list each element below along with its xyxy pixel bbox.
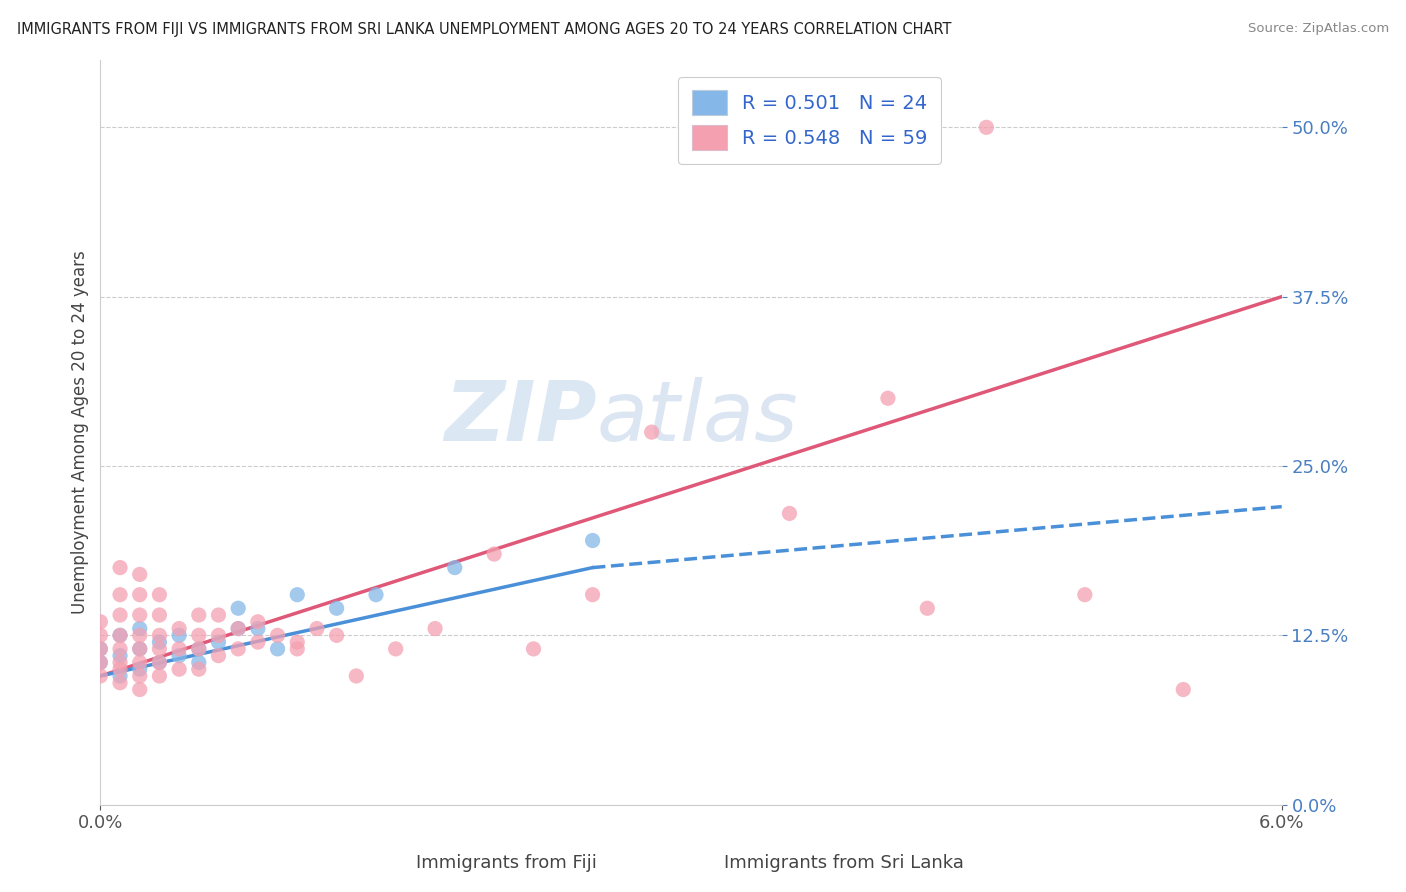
Point <box>917 601 939 615</box>
Point <box>128 641 150 656</box>
Text: Source: ZipAtlas.com: Source: ZipAtlas.com <box>1249 22 1389 36</box>
Point <box>581 533 603 548</box>
Point <box>148 635 170 649</box>
Point <box>325 628 347 642</box>
Point <box>581 588 603 602</box>
Point <box>148 669 170 683</box>
Point <box>128 567 150 582</box>
Point <box>266 641 288 656</box>
Point <box>108 675 131 690</box>
Point <box>108 560 131 574</box>
Point <box>167 622 190 636</box>
Point <box>128 622 150 636</box>
Text: ZIP: ZIP <box>444 376 596 458</box>
Point <box>128 669 150 683</box>
Point <box>148 641 170 656</box>
Point <box>779 507 801 521</box>
Point <box>246 615 269 629</box>
Point <box>226 601 249 615</box>
Point <box>226 622 249 636</box>
Point <box>148 607 170 622</box>
Point <box>1173 682 1195 697</box>
Y-axis label: Unemployment Among Ages 20 to 24 years: Unemployment Among Ages 20 to 24 years <box>72 251 89 614</box>
Point <box>207 628 229 642</box>
Point <box>364 588 387 602</box>
Point <box>167 641 190 656</box>
Point <box>108 628 131 642</box>
Point <box>187 641 209 656</box>
Point <box>148 656 170 670</box>
Point <box>305 622 328 636</box>
Point <box>285 641 308 656</box>
Point <box>423 622 446 636</box>
Point <box>128 588 150 602</box>
Point <box>128 656 150 670</box>
Text: IMMIGRANTS FROM FIJI VS IMMIGRANTS FROM SRI LANKA UNEMPLOYMENT AMONG AGES 20 TO : IMMIGRANTS FROM FIJI VS IMMIGRANTS FROM … <box>17 22 952 37</box>
Text: Immigrants from Fiji: Immigrants from Fiji <box>416 855 596 872</box>
Point <box>108 669 131 683</box>
Point <box>167 648 190 663</box>
Point <box>207 635 229 649</box>
Point <box>246 622 269 636</box>
Point <box>384 641 406 656</box>
Point <box>522 641 544 656</box>
Point <box>108 607 131 622</box>
Point <box>187 656 209 670</box>
Point <box>89 628 111 642</box>
Point <box>108 628 131 642</box>
Point <box>482 547 505 561</box>
Point <box>167 662 190 676</box>
Point <box>89 641 111 656</box>
Point <box>246 635 269 649</box>
Point <box>128 628 150 642</box>
Point <box>207 607 229 622</box>
Point <box>108 662 131 676</box>
Point <box>226 641 249 656</box>
Point <box>877 391 900 405</box>
Point <box>89 615 111 629</box>
Point <box>187 641 209 656</box>
Point <box>167 628 190 642</box>
Point <box>187 628 209 642</box>
Point <box>89 656 111 670</box>
Point <box>89 656 111 670</box>
Point <box>108 656 131 670</box>
Point <box>128 641 150 656</box>
Point <box>1074 588 1097 602</box>
Legend: R = 0.501   N = 24, R = 0.548   N = 59: R = 0.501 N = 24, R = 0.548 N = 59 <box>678 77 941 164</box>
Point <box>108 641 131 656</box>
Point <box>148 656 170 670</box>
Point <box>128 607 150 622</box>
Point <box>128 662 150 676</box>
Point <box>148 628 170 642</box>
Text: atlas: atlas <box>596 376 799 458</box>
Point <box>325 601 347 615</box>
Point <box>285 635 308 649</box>
Point <box>108 648 131 663</box>
Point <box>226 622 249 636</box>
Point <box>344 669 367 683</box>
Point <box>285 588 308 602</box>
Point <box>443 560 465 574</box>
Point <box>108 588 131 602</box>
Point <box>89 641 111 656</box>
Text: Immigrants from Sri Lanka: Immigrants from Sri Lanka <box>724 855 963 872</box>
Point <box>128 682 150 697</box>
Point <box>148 588 170 602</box>
Point <box>640 425 662 439</box>
Point <box>187 662 209 676</box>
Point <box>266 628 288 642</box>
Point <box>976 120 998 135</box>
Point <box>187 607 209 622</box>
Point <box>207 648 229 663</box>
Point <box>89 669 111 683</box>
